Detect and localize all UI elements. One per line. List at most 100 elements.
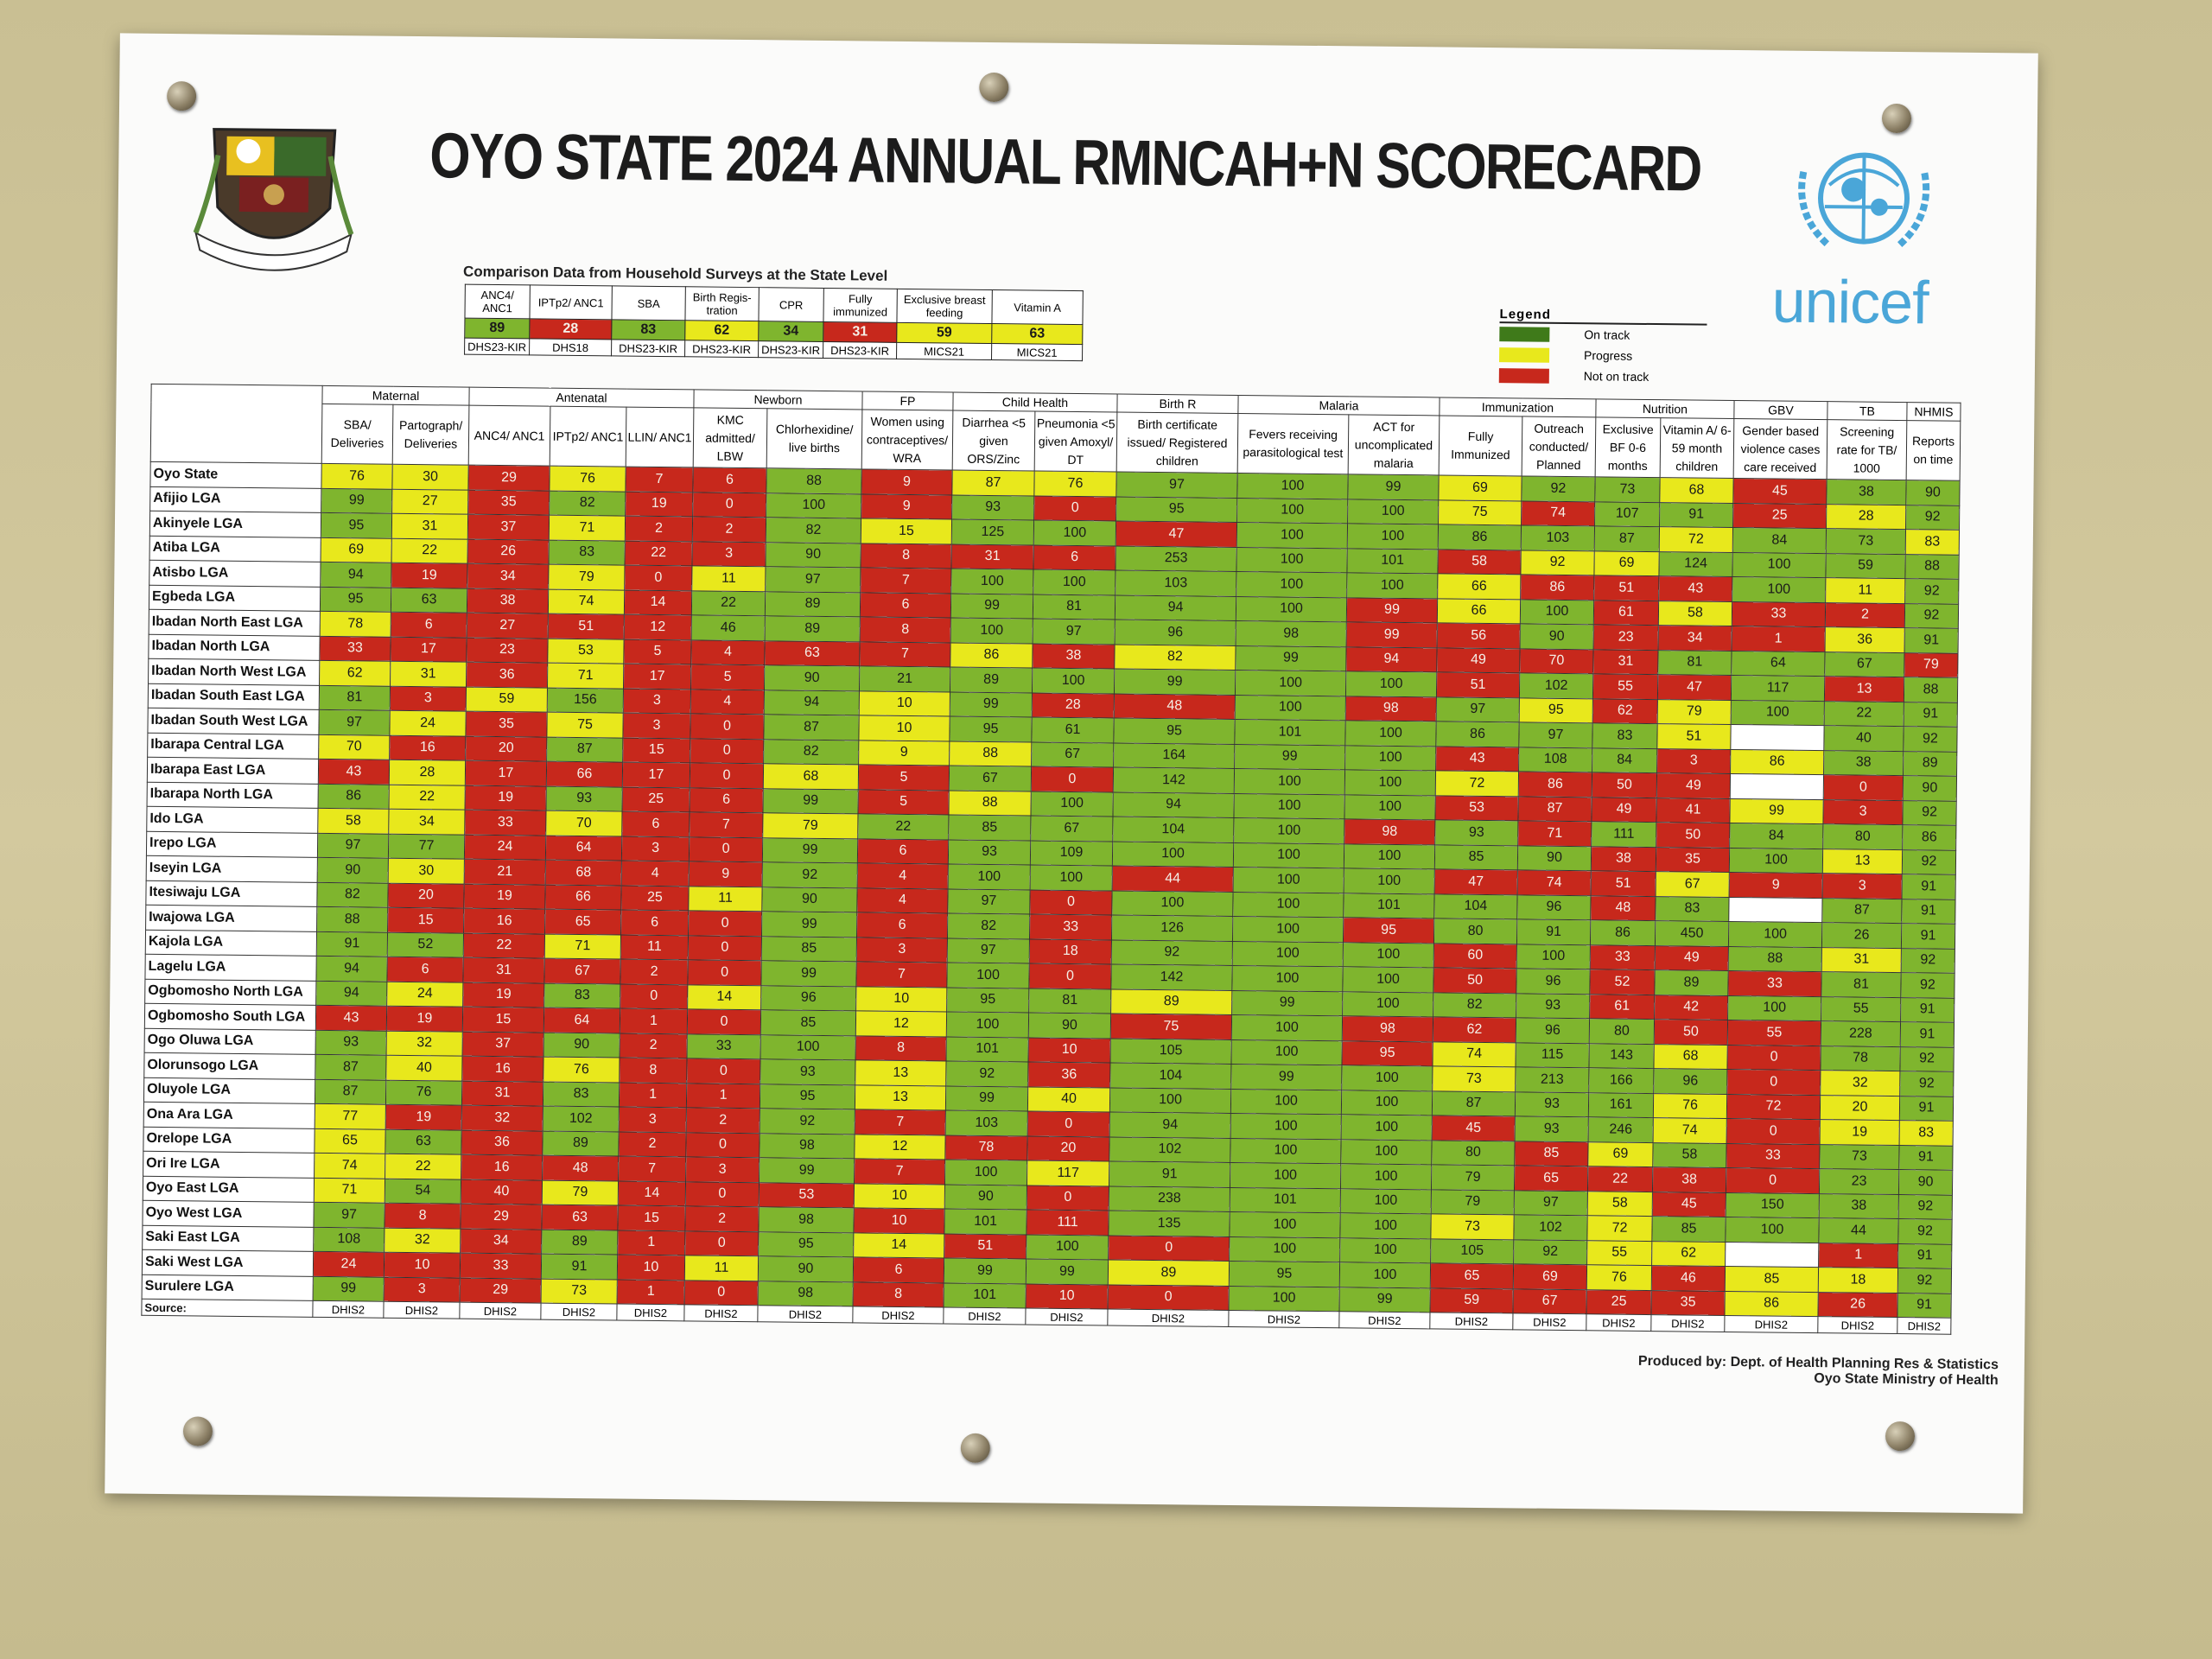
score-cell: 14 [618, 1180, 686, 1206]
row-name: Ogbomosho North LGA [144, 978, 316, 1006]
score-cell: 94 [315, 980, 387, 1007]
score-cell: 100 [1729, 847, 1823, 874]
group-header: Maternal [321, 385, 470, 406]
score-cell: 25 [1586, 1289, 1652, 1315]
page-title: OYO STATE 2024 ANNUAL RMNCAH+N SCORECARD [429, 119, 1702, 205]
score-cell: 4 [857, 862, 949, 889]
score-cell: 10 [1026, 1283, 1109, 1309]
column-header: Exclusive BF 0-6 months [1595, 416, 1661, 478]
score-cell: 40 [385, 1055, 463, 1081]
score-cell: 100 [1347, 523, 1439, 550]
score-cell: 17 [623, 664, 691, 690]
score-cell: 93 [951, 494, 1034, 521]
score-cell: 102 [1109, 1136, 1231, 1163]
score-cell: 1 [617, 1279, 685, 1305]
group-header: Child Health [952, 392, 1118, 413]
score-cell: 51 [1591, 870, 1656, 897]
score-cell: 46 [1651, 1265, 1726, 1291]
score-cell: 71 [544, 933, 621, 960]
column-header: Women using contraceptives/ WRA [861, 409, 953, 471]
score-cell: 87 [1821, 898, 1903, 924]
score-cell: 96 [1516, 1017, 1590, 1044]
score-cell: 96 [1516, 894, 1592, 920]
score-cell: 69 [321, 537, 392, 563]
score-cell: 62 [1592, 698, 1658, 724]
score-cell: 100 [1732, 551, 1827, 578]
score-cell: 72 [1726, 1093, 1821, 1120]
score-cell: 50 [1654, 1019, 1728, 1045]
score-cell: 66 [544, 884, 622, 911]
score-cell: 99 [1026, 1258, 1109, 1285]
score-cell: 78 [944, 1135, 1028, 1160]
score-cell: 55 [1592, 673, 1658, 700]
comparison-header: IPTp2/ ANC1 [529, 284, 613, 320]
score-cell: 100 [1341, 1065, 1433, 1091]
unicef-wordmark: unicef [1771, 267, 1929, 337]
score-cell: 99 [1338, 1287, 1431, 1313]
score-cell: 94 [1345, 646, 1438, 672]
score-cell: 22 [857, 813, 949, 840]
score-cell: 99 [1346, 597, 1438, 623]
score-cell: 63 [764, 640, 861, 666]
column-header: ANC4/ ANC1 [468, 405, 550, 467]
legend: Legend On track Progress Not on track [1498, 307, 1716, 388]
score-cell: 2 [686, 1107, 760, 1134]
score-cell: 50 [1592, 772, 1657, 798]
score-cell: 88 [1904, 554, 1960, 580]
score-cell: 126 [1111, 914, 1233, 941]
score-cell: 80 [1589, 1018, 1655, 1045]
score-cell: 92 [1904, 578, 1959, 604]
score-cell: 64 [543, 1007, 620, 1033]
score-cell: 99 [1347, 474, 1440, 500]
score-cell: 5 [858, 764, 950, 791]
score-cell: 43 [1435, 746, 1519, 772]
score-cell: 35 [465, 711, 548, 737]
score-cell: 31 [1821, 947, 1902, 973]
score-cell: 20 [387, 882, 465, 909]
score-cell: 100 [760, 1034, 856, 1060]
score-cell: 98 [1345, 696, 1437, 721]
score-cell: 50 [1656, 822, 1730, 848]
score-cell: 0 [690, 738, 764, 764]
score-cell: 87 [1432, 1090, 1516, 1116]
score-cell: 60 [1433, 943, 1517, 969]
score-cell: 49 [1656, 772, 1731, 798]
pushpin [1881, 103, 1912, 134]
score-cell: 33 [1590, 944, 1656, 970]
score-cell: 100 [1230, 1137, 1342, 1164]
score-cell: 36 [1027, 1061, 1110, 1088]
score-cell: 71 [1517, 820, 1592, 847]
scorecard-table: Maternal Antenatal Newborn FP Child Health Bi… [141, 384, 1961, 1335]
score-cell: 102 [1513, 1214, 1588, 1241]
source-cell: DHIS2 [1107, 1308, 1230, 1327]
score-cell: 0 [1027, 1185, 1109, 1211]
score-cell: 85 [760, 1009, 856, 1036]
score-cell: 43 [315, 1005, 387, 1031]
score-cell: 47 [1434, 868, 1518, 895]
score-cell: 87 [315, 1078, 386, 1105]
score-cell: 6 [1033, 544, 1116, 571]
score-cell: 76 [543, 1057, 620, 1083]
score-cell: 0 [1031, 766, 1114, 792]
score-cell: 100 [1033, 569, 1116, 595]
score-cell: 87 [546, 736, 623, 763]
score-cell: 11 [684, 1255, 759, 1281]
score-cell: 99 [313, 1275, 385, 1302]
score-cell: 38 [1819, 1193, 1899, 1219]
score-cell: 100 [1229, 1236, 1340, 1262]
score-cell: 100 [944, 1159, 1027, 1185]
score-cell: 32 [461, 1105, 543, 1131]
score-cell: 7 [859, 641, 951, 668]
comparison-value: 28 [529, 318, 612, 340]
source-cell: DHIS2 [757, 1305, 854, 1323]
score-cell: 85 [1434, 844, 1518, 870]
score-cell: 27 [467, 613, 549, 639]
score-cell: 86 [1438, 524, 1522, 550]
score-cell: 59 [1429, 1287, 1514, 1313]
score-cell: 100 [1232, 891, 1344, 918]
score-cell: 100 [1236, 497, 1348, 524]
comparison-header: Vitamin A [991, 289, 1084, 325]
score-cell: 44 [1112, 866, 1234, 892]
scorecard-poster: OYO STATE 2024 ANNUAL RMNCAH+N SCORECARD… [105, 33, 2038, 1514]
score-cell: 14 [624, 589, 692, 615]
